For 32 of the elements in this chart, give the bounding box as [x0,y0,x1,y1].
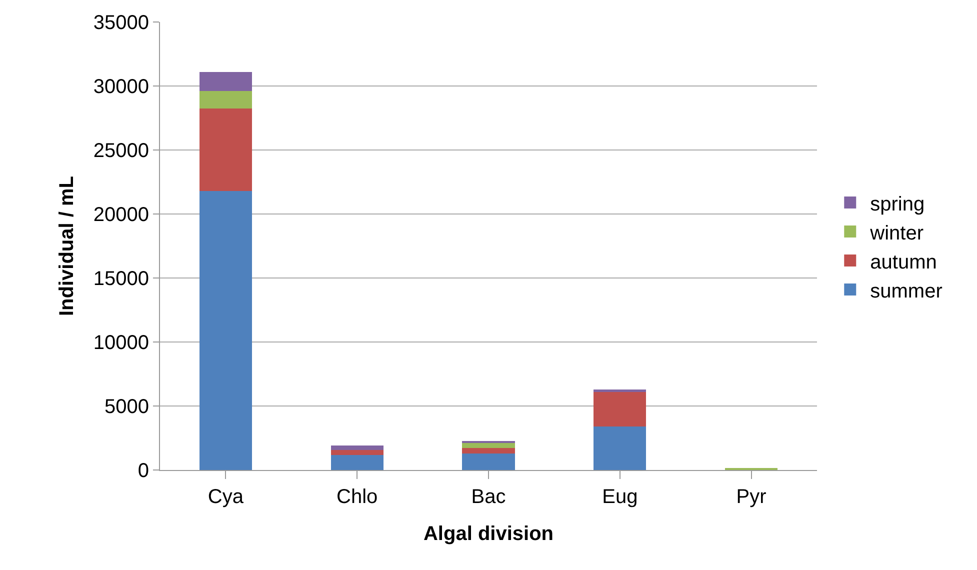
legend-label: autumn [870,251,937,274]
bar [199,190,252,470]
y-tick-label: 30000 [93,76,149,98]
y-tick-label: 35000 [93,12,149,34]
x-tick-label: Cya [208,486,244,508]
y-tick-label: 20000 [93,204,149,226]
bar [594,392,646,426]
x-tick-label: Chlo [336,486,378,508]
y-tick-label: 15000 [93,268,149,290]
legend-label: spring [870,193,925,216]
x-tick-label: Eug [602,486,638,508]
bar [330,445,384,450]
bar [462,442,515,448]
bar [594,426,646,470]
legend-label: winter [869,222,924,244]
x-axis-title: Algal division [423,523,554,545]
y-axis-title: Individual / mL [56,176,78,316]
legend-label: summer [870,280,943,302]
y-tick-label: 25000 [93,140,149,162]
bar [199,90,252,108]
y-tick-label: 10000 [93,332,149,354]
bar [462,453,515,470]
bar [199,108,252,191]
bar [594,389,646,392]
y-tick-label: 5000 [104,396,149,418]
bar [199,72,252,91]
bar [462,448,515,454]
x-tick-label: Pyr [736,486,767,508]
x-tick-label: Bac [471,486,506,508]
bar [330,454,384,470]
bar [330,450,384,455]
y-tick-label: 0 [138,460,149,482]
